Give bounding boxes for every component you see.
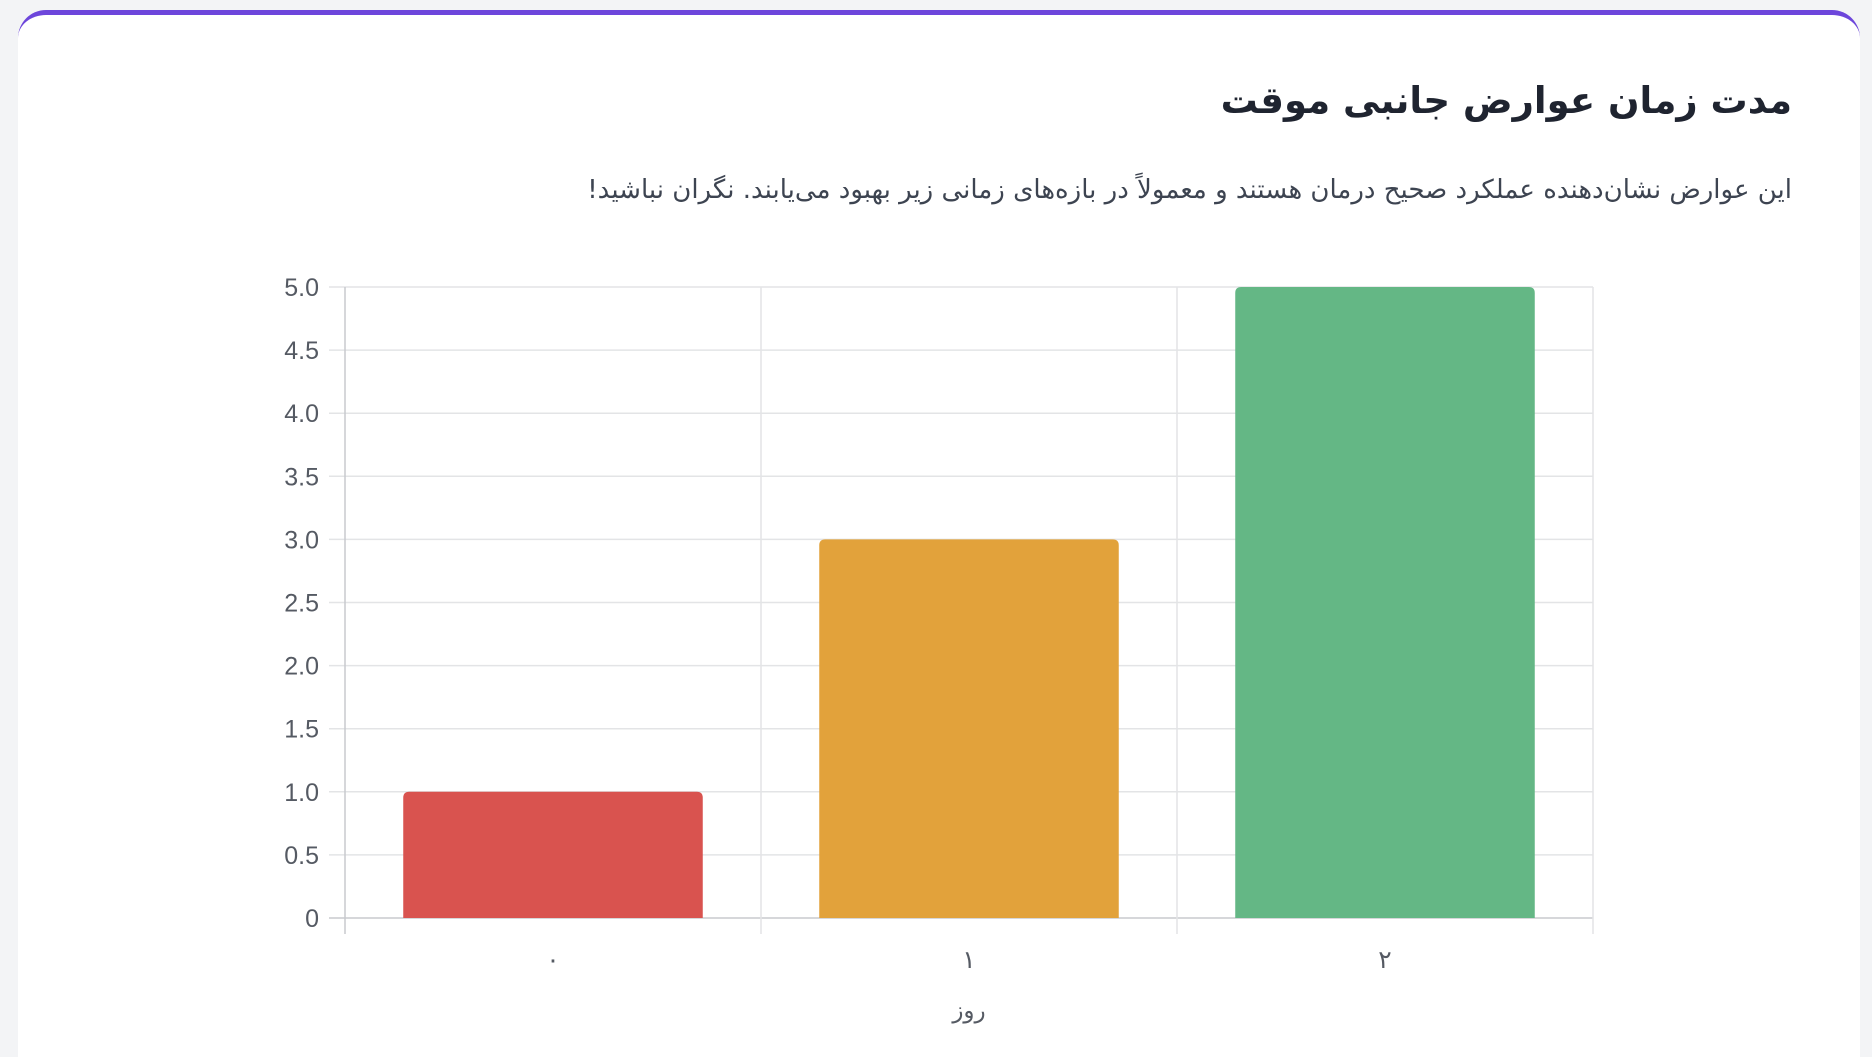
y-tick-label: 1.0: [284, 779, 319, 807]
x-tick-label: ۲: [1378, 945, 1391, 974]
x-axis-label: روز: [951, 998, 985, 1024]
card-subtitle: این عوارض نشان‌دهنده عملکرد صحیح درمان ه…: [587, 175, 1792, 205]
bar-0: [403, 791, 703, 918]
x-tick-label: ۱: [962, 945, 975, 974]
y-tick-label: 3.0: [284, 526, 319, 554]
bar-2: [1235, 287, 1535, 918]
y-tick-label: 3.5: [284, 463, 319, 491]
y-tick-label: 0.5: [284, 842, 319, 870]
y-tick-label: 2.0: [284, 653, 319, 681]
card-title: مدت زمان عوارض جانبی موقت: [1220, 79, 1792, 122]
bar-1: [819, 539, 1119, 918]
y-tick-label: 4.5: [284, 337, 319, 365]
y-tick-label: 0: [305, 905, 319, 933]
y-tick-label: 1.5: [284, 716, 319, 744]
x-tick-label: ۰: [546, 945, 559, 974]
y-tick-label: 4.0: [284, 400, 319, 428]
y-tick-label: 5.0: [284, 274, 319, 302]
y-tick-label: 2.5: [284, 590, 319, 618]
